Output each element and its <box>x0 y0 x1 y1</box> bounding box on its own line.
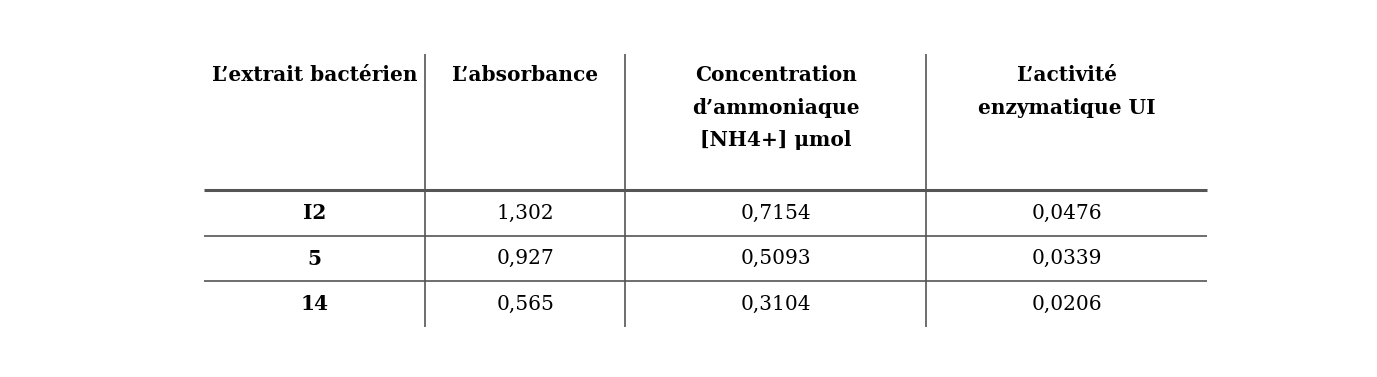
Text: 0,0476: 0,0476 <box>1031 204 1102 223</box>
Text: 0,927: 0,927 <box>496 249 554 268</box>
Text: Concentration
d’ammoniaque
[NH4+] μmol: Concentration d’ammoniaque [NH4+] μmol <box>693 65 859 150</box>
Text: 5: 5 <box>307 248 321 268</box>
Text: L’absorbance: L’absorbance <box>452 65 598 85</box>
Text: 0,0206: 0,0206 <box>1031 294 1102 314</box>
Text: 0,3104: 0,3104 <box>741 294 811 314</box>
Text: L’activité
enzymatique UI: L’activité enzymatique UI <box>978 65 1155 118</box>
Text: 0,5093: 0,5093 <box>741 249 811 268</box>
Text: L’extrait bactérien: L’extrait bactérien <box>212 65 417 85</box>
Text: I2: I2 <box>303 203 326 223</box>
Text: 0,7154: 0,7154 <box>741 204 811 223</box>
Text: 0,565: 0,565 <box>496 294 554 314</box>
Text: 14: 14 <box>300 294 329 314</box>
Text: 0,0339: 0,0339 <box>1031 249 1102 268</box>
Text: 1,302: 1,302 <box>496 204 554 223</box>
